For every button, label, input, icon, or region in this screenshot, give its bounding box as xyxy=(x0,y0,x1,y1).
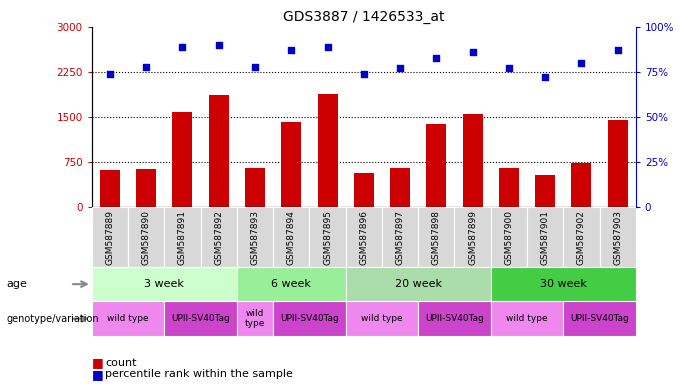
Bar xyxy=(136,169,156,207)
Text: GSM587899: GSM587899 xyxy=(468,210,477,265)
Text: GSM587892: GSM587892 xyxy=(214,210,223,265)
Bar xyxy=(237,267,345,301)
Text: ■: ■ xyxy=(92,356,103,369)
Bar xyxy=(390,168,410,207)
Point xyxy=(612,47,623,53)
Text: GSM587896: GSM587896 xyxy=(359,210,369,265)
Text: GSM587897: GSM587897 xyxy=(396,210,405,265)
Text: 30 week: 30 week xyxy=(540,279,587,289)
Bar xyxy=(165,301,237,336)
Text: GSM587893: GSM587893 xyxy=(250,210,260,265)
Text: GSM587901: GSM587901 xyxy=(541,210,549,265)
Bar xyxy=(273,301,345,336)
Point xyxy=(105,71,116,77)
Point xyxy=(322,44,333,50)
Text: 20 week: 20 week xyxy=(394,279,442,289)
Bar xyxy=(426,124,446,207)
Point xyxy=(286,47,296,53)
Text: wild type: wild type xyxy=(506,314,548,323)
Text: ■: ■ xyxy=(92,368,103,381)
Point xyxy=(467,49,478,55)
Text: GSM587903: GSM587903 xyxy=(613,210,622,265)
Bar xyxy=(571,164,592,207)
Text: 3 week: 3 week xyxy=(144,279,184,289)
Text: GSM587894: GSM587894 xyxy=(287,210,296,265)
Bar xyxy=(499,168,519,207)
Text: UPII-SV40Tag: UPII-SV40Tag xyxy=(171,314,230,323)
Bar xyxy=(491,207,527,267)
Bar xyxy=(382,207,418,267)
Bar xyxy=(201,207,237,267)
Text: UPII-SV40Tag: UPII-SV40Tag xyxy=(280,314,339,323)
Point xyxy=(250,63,260,70)
Bar xyxy=(165,207,201,267)
Bar xyxy=(491,301,563,336)
Bar xyxy=(345,207,382,267)
Point xyxy=(394,65,405,71)
Point xyxy=(177,44,188,50)
Bar xyxy=(608,119,628,207)
Bar xyxy=(128,207,165,267)
Bar xyxy=(462,114,483,207)
Bar xyxy=(345,267,491,301)
Bar xyxy=(237,207,273,267)
Text: GSM587890: GSM587890 xyxy=(141,210,151,265)
Bar xyxy=(418,301,491,336)
Bar xyxy=(527,207,563,267)
Text: UPII-SV40Tag: UPII-SV40Tag xyxy=(570,314,629,323)
Text: 6 week: 6 week xyxy=(271,279,311,289)
Bar xyxy=(92,301,165,336)
Bar xyxy=(345,301,418,336)
Text: genotype/variation: genotype/variation xyxy=(7,314,99,324)
Bar xyxy=(535,175,555,207)
Text: age: age xyxy=(7,279,28,289)
Point xyxy=(431,55,442,61)
Bar xyxy=(282,122,301,207)
Text: count: count xyxy=(105,358,137,368)
Text: wild type: wild type xyxy=(361,314,403,323)
Text: GSM587895: GSM587895 xyxy=(323,210,332,265)
Point xyxy=(503,65,514,71)
Bar xyxy=(563,301,636,336)
Text: UPII-SV40Tag: UPII-SV40Tag xyxy=(425,314,484,323)
Text: GSM587902: GSM587902 xyxy=(577,210,586,265)
Bar xyxy=(318,94,337,207)
Text: percentile rank within the sample: percentile rank within the sample xyxy=(105,369,293,379)
Text: wild
type: wild type xyxy=(245,309,265,328)
Bar xyxy=(563,207,600,267)
Bar xyxy=(237,301,273,336)
Bar xyxy=(173,112,192,207)
Text: GSM587889: GSM587889 xyxy=(105,210,114,265)
Text: GSM587898: GSM587898 xyxy=(432,210,441,265)
Bar xyxy=(491,267,636,301)
Bar xyxy=(100,170,120,207)
Bar xyxy=(273,207,309,267)
Bar xyxy=(92,207,128,267)
Point xyxy=(358,71,369,77)
Point xyxy=(576,60,587,66)
Bar xyxy=(418,207,454,267)
Bar xyxy=(600,207,636,267)
Bar xyxy=(209,95,228,207)
Bar xyxy=(309,207,345,267)
Bar xyxy=(245,168,265,207)
Point xyxy=(540,74,551,81)
Bar xyxy=(354,173,374,207)
Text: wild type: wild type xyxy=(107,314,149,323)
Text: GSM587900: GSM587900 xyxy=(505,210,513,265)
Point xyxy=(214,42,224,48)
Title: GDS3887 / 1426533_at: GDS3887 / 1426533_at xyxy=(283,10,445,25)
Bar xyxy=(454,207,491,267)
Text: GSM587891: GSM587891 xyxy=(178,210,187,265)
Point xyxy=(141,63,152,70)
Bar xyxy=(92,267,237,301)
